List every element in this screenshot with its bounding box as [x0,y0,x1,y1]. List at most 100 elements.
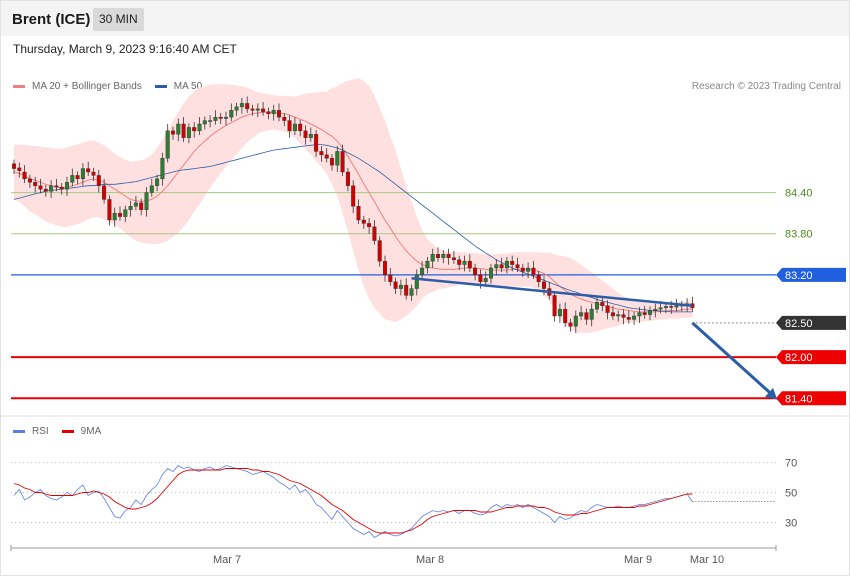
resistance-trend-line [411,277,693,307]
candle-body [642,312,647,315]
candle-body [38,185,43,190]
candle [308,127,313,142]
candle [170,126,175,140]
rsi-ma9-line [13,468,693,534]
candle-body [457,259,462,265]
candle-body [610,312,615,317]
candle [22,165,27,183]
candle [102,178,107,204]
candle-body [128,206,133,210]
candle [128,200,133,217]
candle [75,171,80,185]
candle-body [605,305,610,313]
candle-body [75,175,80,180]
candle [515,257,520,273]
candle-body [351,185,356,207]
candle [38,178,43,194]
candle-body [139,202,144,210]
level-tag-shape [776,391,846,406]
candle-body [80,168,85,180]
ma20-line [13,111,693,313]
candle [462,255,467,272]
candle-body [91,171,96,176]
candle [298,119,303,137]
candle [107,195,112,226]
x-tick-label: Mar 8 [416,554,444,566]
candle [536,270,541,288]
header-bar: Brent (ICE) 30 MIN [1,1,849,36]
x-tick-label: Mar 9 [624,554,652,566]
timestamp: Thursday, March 9, 2023 9:16:40 AM CET [13,42,237,56]
candle-body [404,284,409,296]
candle [186,123,191,144]
candle [414,269,419,296]
candle [489,263,494,284]
candle [59,182,64,195]
candle [287,115,292,138]
candle-body [372,226,377,241]
candle [303,125,308,145]
candle-body [653,308,658,311]
candle [255,103,260,118]
candle [552,291,557,322]
candle [531,261,536,279]
candle-body [287,120,292,132]
candle-body [462,260,467,265]
candle [239,97,244,114]
candle-body [49,185,54,192]
candles [11,96,695,334]
candle-body [616,314,621,317]
candle [314,130,319,157]
candle-body [542,281,547,289]
level-tag-label: 83.20 [785,270,813,282]
rsi-legend-label: RSI [32,426,49,437]
candle [361,215,366,229]
x-tick-label: Mar 7 [213,554,241,566]
candle-body [239,103,244,108]
level-tag-shape [776,267,846,282]
candle-body [669,306,674,308]
rsi-legend-swatch [13,430,25,433]
candle [526,262,531,279]
candle [568,318,573,332]
candle-body [17,167,22,171]
instrument-title: Brent (ICE) [12,11,91,28]
candle [510,255,515,272]
candle-body [658,307,663,310]
candle-body [377,240,382,262]
candle-body [266,111,271,114]
candle-body [298,123,303,132]
ma9-legend-label: 9MA [80,426,102,437]
candle [467,254,472,273]
candle [351,180,356,214]
candle-body [626,317,631,320]
candle [436,247,441,262]
candle [86,161,91,177]
candle-body [43,188,48,192]
candle-body [54,185,59,188]
candle-body [420,267,425,276]
candle-body [483,278,488,282]
candle-body [499,264,504,269]
level-label-83-80: 83.80 [785,229,813,241]
candle [223,111,228,126]
candle [96,169,101,193]
candle-body [223,116,228,119]
candle [229,103,234,122]
candle-body [22,171,27,180]
candle [197,117,202,135]
candle [626,310,631,324]
candle-body [494,264,499,269]
candle [117,206,122,221]
level-label-84-40: 84.40 [785,188,813,200]
candle-body [531,267,536,276]
timeframe-badge[interactable]: 30 MIN [93,8,144,31]
candle [43,185,48,197]
candle-body [367,223,372,228]
candle [80,163,85,186]
candle [457,255,462,271]
candle-body [324,154,329,159]
level-tag-label: 82.00 [785,352,813,364]
rsi-level-label: 50 [785,488,797,500]
candle [398,279,403,296]
